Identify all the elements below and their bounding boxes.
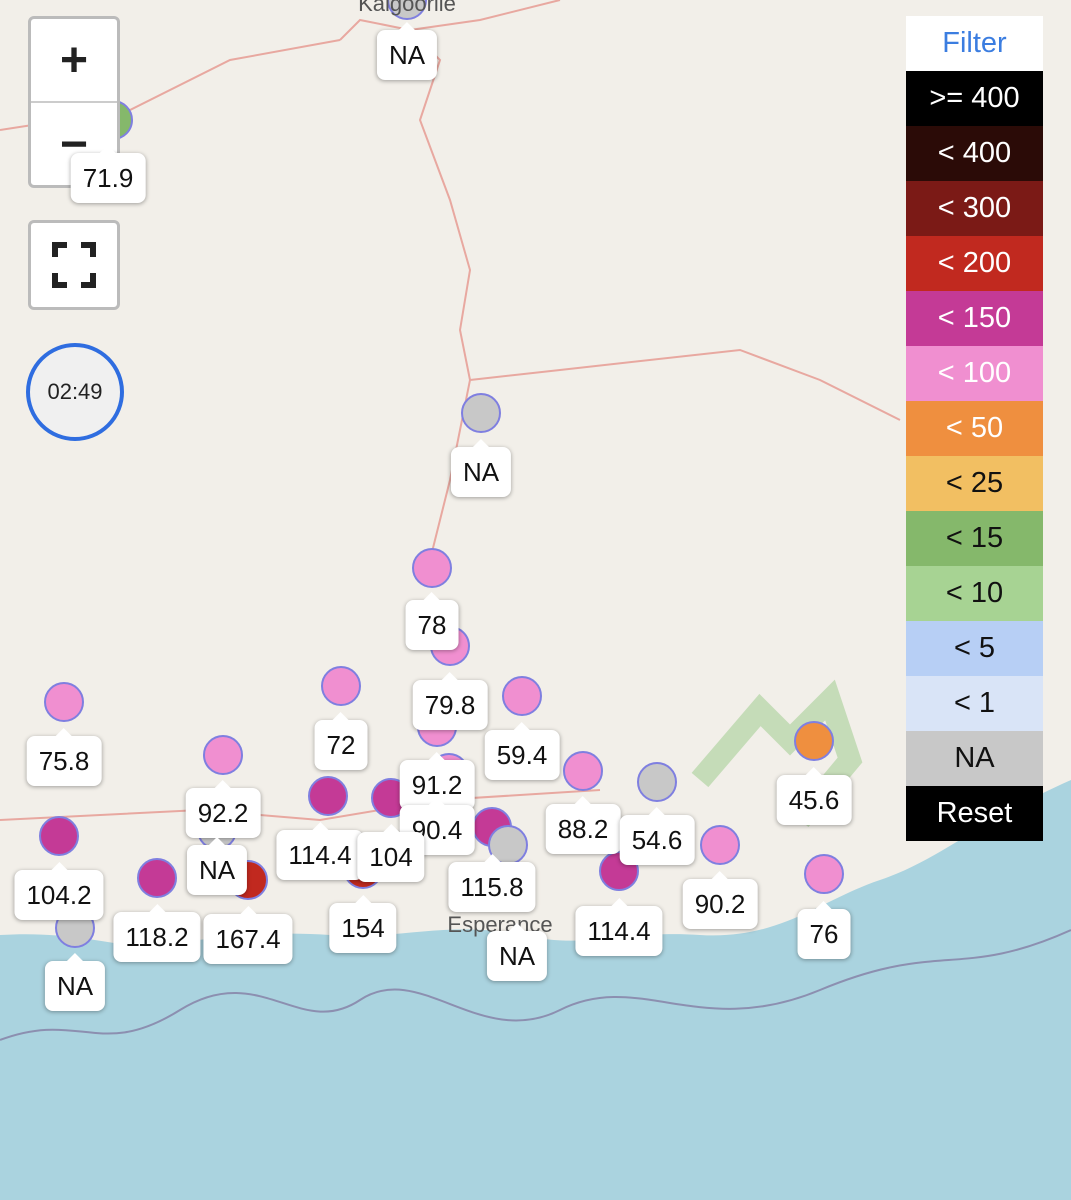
station-marker[interactable]	[804, 854, 844, 894]
station-marker[interactable]	[637, 762, 677, 802]
station-marker[interactable]	[321, 666, 361, 706]
station-label[interactable]: NA	[450, 439, 512, 497]
legend-item[interactable]: < 25	[906, 456, 1043, 511]
station-label[interactable]: 78	[405, 592, 459, 650]
station-marker[interactable]	[563, 751, 603, 791]
station-marker[interactable]	[387, 0, 427, 20]
station-label[interactable]: 114.4	[276, 822, 364, 880]
station-label[interactable]: NA	[186, 837, 248, 895]
roads	[0, 0, 901, 822]
legend-item[interactable]: < 300	[906, 181, 1043, 236]
zoom-in[interactable]: +	[31, 19, 117, 103]
station-marker[interactable]	[700, 825, 740, 865]
station-marker[interactable]	[412, 548, 452, 588]
legend-item[interactable]: < 100	[906, 346, 1043, 401]
station-marker[interactable]	[461, 393, 501, 433]
station-label[interactable]: 72	[314, 712, 368, 770]
legend-item[interactable]: < 150	[906, 291, 1043, 346]
station-label[interactable]: 76	[797, 901, 851, 959]
legend: Filter >= 400 < 400 < 300 < 200 < 150 < 100 < …	[906, 16, 1043, 841]
station-label[interactable]: 104.2	[14, 862, 104, 920]
station-label[interactable]: 45.6	[776, 767, 852, 825]
station-marker[interactable]	[502, 676, 542, 716]
fullscreen-button[interactable]	[28, 220, 120, 310]
station-label[interactable]: 167.4	[203, 906, 293, 964]
station-label[interactable]: 75.8	[26, 728, 102, 786]
maritime-boundary	[0, 929, 1071, 1041]
legend-item[interactable]: < 10	[906, 566, 1043, 621]
sea	[0, 780, 1071, 1200]
legend-item[interactable]: < 50	[906, 401, 1043, 456]
fullscreen-icon	[52, 242, 96, 288]
station-label[interactable]: 79.8	[412, 672, 488, 730]
legend-title[interactable]: Filter	[906, 16, 1043, 71]
legend-item[interactable]: < 1	[906, 676, 1043, 731]
station-label[interactable]: 59.4	[484, 722, 560, 780]
refresh-timer[interactable]: 02:49	[26, 343, 124, 441]
station-label[interactable]: NA	[486, 923, 548, 981]
station-label[interactable]: 118.2	[113, 904, 201, 962]
station-label[interactable]: 88.2	[545, 796, 621, 854]
station-marker[interactable]	[794, 721, 834, 761]
station-label[interactable]: NA	[376, 22, 438, 80]
station-marker[interactable]	[203, 735, 243, 775]
legend-item[interactable]: < 5	[906, 621, 1043, 676]
legend-item[interactable]: < 400	[906, 126, 1043, 181]
station-label[interactable]: 114.4	[575, 898, 663, 956]
station-label[interactable]: 104	[357, 824, 425, 882]
station-label[interactable]: 90.2	[682, 871, 758, 929]
station-label[interactable]: 71.9	[70, 145, 146, 203]
place-label: Kalgoorlie	[358, 0, 456, 16]
legend-item[interactable]: NA	[906, 731, 1043, 786]
legend-item[interactable]: >= 400	[906, 71, 1043, 126]
station-marker[interactable]	[137, 858, 177, 898]
station-marker[interactable]	[39, 816, 79, 856]
station-label[interactable]: NA	[44, 953, 106, 1011]
station-label[interactable]: 115.8	[448, 854, 536, 912]
station-label[interactable]: 54.6	[619, 807, 695, 865]
station-label[interactable]: 92.2	[185, 780, 261, 838]
park	[691, 679, 863, 828]
station-label[interactable]: 154	[329, 895, 397, 953]
legend-item[interactable]: < 15	[906, 511, 1043, 566]
station-marker[interactable]	[308, 776, 348, 816]
reset-button[interactable]: Reset	[906, 786, 1043, 841]
station-marker[interactable]	[44, 682, 84, 722]
legend-item[interactable]: < 200	[906, 236, 1043, 291]
